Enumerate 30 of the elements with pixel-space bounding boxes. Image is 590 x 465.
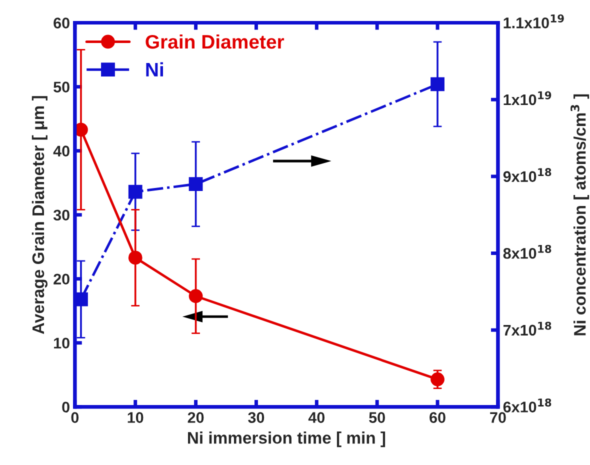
legend-label: Grain Diameter: [146, 34, 284, 49]
x-tick-label: 60: [430, 412, 446, 423]
x-tick-label: 30: [248, 412, 264, 423]
y-tick-label: 10: [54, 338, 70, 349]
y2-axis-title: Ni concentration [ atoms/cm$^{3}$ ]: [570, 94, 590, 336]
point: [74, 122, 88, 137]
x-tick-label: 40: [308, 412, 325, 423]
x-tick-label: 70: [490, 412, 506, 423]
y-tick-label: 20: [54, 274, 70, 285]
y-tick-label: 60: [54, 18, 70, 28]
y2-tick-label: 8x10$^{18}$: [503, 244, 552, 259]
y-tick-label: 40: [53, 146, 70, 156]
point: [430, 372, 444, 386]
point: [128, 250, 142, 265]
x-tick-label: 20: [188, 412, 204, 423]
y-tick-label: 50: [54, 82, 70, 92]
y-axis-title: Average Grain Diameter [ μm ]: [32, 96, 48, 334]
y2-tick-label: 7x10$^{18}$: [503, 322, 552, 336]
x-tick-label: 50: [369, 412, 385, 423]
y2-tick-label: 1.1x10$^{19}$: [504, 14, 564, 28]
point: [188, 289, 203, 304]
x-axis-title: Ni immersion time [ min ]: [188, 432, 386, 448]
y-tick-label: 30: [53, 210, 70, 221]
x-tick-label: 0: [71, 412, 79, 423]
y-tick-label: 0: [62, 402, 70, 413]
x-tick-label: 10: [128, 412, 144, 423]
legend-label: Ni: [146, 62, 163, 76]
y2-tick-label: 1x10$^{19}$: [504, 91, 552, 106]
y2-tick-label: 6x10$^{18}$: [503, 398, 552, 412]
y2-tick-label: 9x10$^{18}$: [503, 168, 552, 182]
